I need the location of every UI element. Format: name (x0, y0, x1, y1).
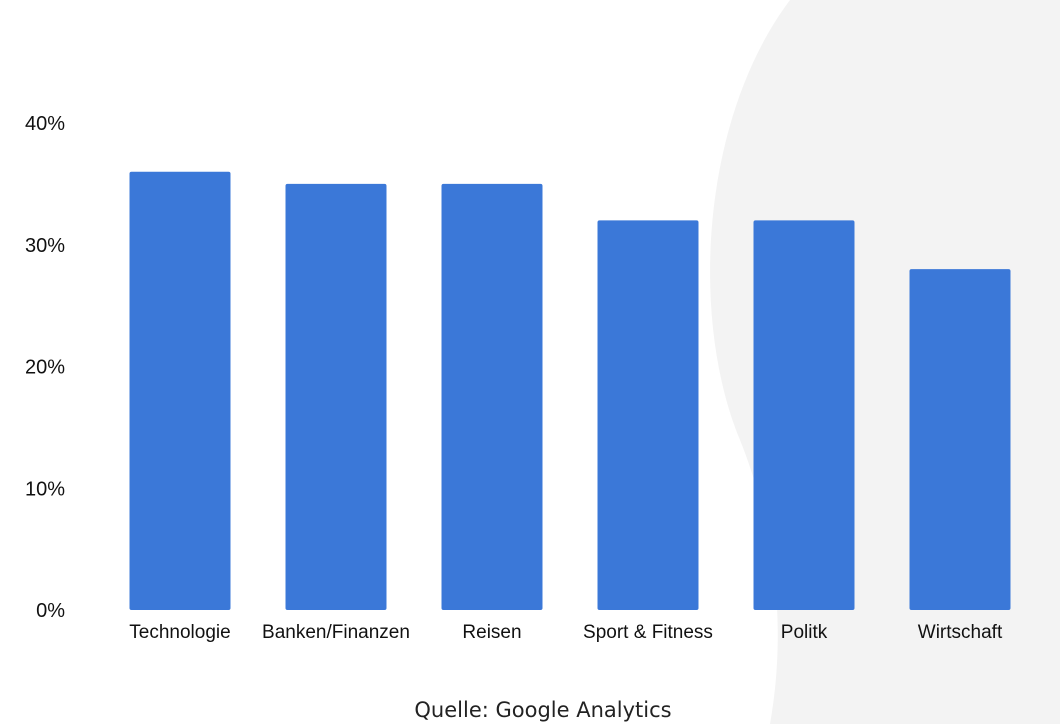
source-caption: Quelle: Google Analytics (414, 698, 671, 722)
bar (285, 183, 387, 610)
x-category-label: Banken/Finanzen (262, 622, 410, 643)
y-tick-label: 30% (25, 235, 65, 257)
bar (753, 220, 855, 610)
bar (597, 220, 699, 610)
bar (909, 269, 1011, 610)
y-tick-label: 40% (25, 113, 65, 135)
x-category-label: Technologie (129, 622, 230, 643)
y-axis-tick-labels: 0% 10% 20% 30% 40% (25, 113, 65, 622)
bar (129, 171, 231, 610)
x-category-label: Reisen (462, 622, 521, 643)
bar-series (129, 171, 1011, 610)
x-category-label: Politk (781, 622, 828, 643)
x-axis-category-labels: Technologie Banken/Finanzen Reisen Sport & … (129, 622, 1003, 643)
y-tick-label: 20% (25, 357, 65, 379)
y-tick-label: 10% (25, 478, 65, 500)
y-tick-label: 0% (36, 600, 65, 622)
x-category-label: Wirtschaft (918, 622, 1003, 643)
bar (441, 183, 543, 610)
x-category-label: Sport & Fitness (583, 622, 713, 643)
